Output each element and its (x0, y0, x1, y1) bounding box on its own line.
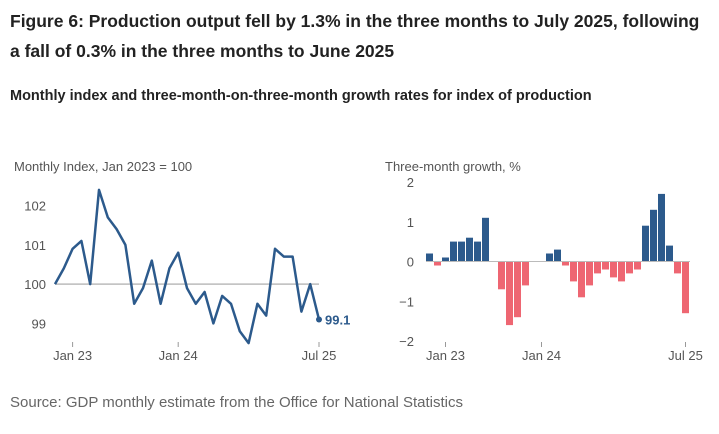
index-x-ticks: Jan 23 Jan 24 Jul 25 (53, 342, 336, 363)
growth-bar (546, 253, 553, 262)
growth-bar (658, 193, 665, 262)
growth-bar (602, 261, 609, 270)
figure-subtitle: Monthly index and three-month-on-three-m… (10, 88, 592, 104)
index-x-tick-label: Jul 25 (302, 348, 337, 363)
growth-bar (514, 261, 521, 318)
growth-bar (522, 261, 529, 286)
charts-svg: Monthly Index, Jan 2023 = 100 9910010110… (14, 159, 703, 363)
growth-x-tick-label: Jan 24 (522, 348, 561, 363)
growth-bar (474, 241, 481, 262)
growth-bar (650, 209, 657, 262)
growth-bar (466, 237, 473, 262)
growth-bar (578, 261, 585, 298)
growth-bar (458, 241, 465, 262)
index-x-tick-label: Jan 23 (53, 348, 92, 363)
growth-x-ticks: Jan 23 Jan 24 Jul 25 (426, 342, 703, 363)
growth-bar (442, 257, 449, 262)
growth-bars (426, 193, 689, 326)
index-x-tick-label: Jan 24 (159, 348, 198, 363)
growth-bar (426, 253, 433, 262)
growth-y-tick-label: 1 (407, 215, 414, 230)
growth-bar (594, 261, 601, 274)
index-chart: Monthly Index, Jan 2023 = 100 99 100 101 10… (14, 159, 350, 363)
growth-x-tick-label: Jul 25 (668, 348, 703, 363)
growth-bar (642, 225, 649, 262)
index-y-tick-label: 100 (24, 277, 46, 292)
growth-y-tick-label: 2 (407, 175, 414, 190)
growth-bar (482, 217, 489, 262)
index-y-tick-label: 99 (32, 316, 46, 331)
growth-bar (634, 261, 641, 270)
growth-y-tick-label: 0 (407, 255, 414, 270)
growth-bar (570, 261, 577, 282)
index-series-line (53, 188, 321, 345)
index-y-axis-title: Monthly Index, Jan 2023 = 100 (14, 159, 192, 174)
growth-bar (506, 261, 513, 326)
growth-bar (682, 261, 689, 314)
index-y-ticks: 99 100 101 102 (24, 199, 46, 332)
growth-bar (626, 261, 633, 274)
growth-bar (666, 245, 673, 262)
index-end-label: 99.1 (325, 313, 350, 328)
index-y-tick-label: 101 (24, 238, 46, 253)
figure-title: Figure 6: Production output fell by 1.3%… (10, 11, 700, 61)
growth-bar (586, 261, 593, 286)
growth-bar (610, 261, 617, 278)
growth-bar (434, 261, 441, 266)
growth-y-tick-label: −2 (399, 334, 414, 349)
index-end-point (316, 316, 322, 323)
growth-bar (450, 241, 457, 262)
growth-bar (498, 261, 505, 290)
growth-bar (674, 261, 681, 274)
growth-bar (562, 261, 569, 266)
index-y-tick-label: 102 (24, 199, 46, 214)
growth-x-tick-label: Jan 23 (426, 348, 465, 363)
source-note: Source: GDP monthly estimate from the Of… (10, 394, 463, 411)
growth-y-tick-label: −1 (399, 294, 414, 309)
growth-y-axis-title: Three-month growth, % (385, 159, 521, 174)
growth-bar (618, 261, 625, 282)
growth-y-ticks: −2 −1 0 1 2 (399, 175, 414, 349)
growth-bar (554, 249, 561, 262)
